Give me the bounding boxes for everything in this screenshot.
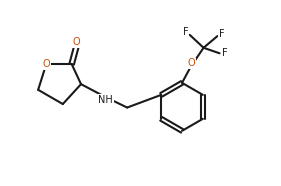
Text: NH: NH — [98, 95, 113, 105]
Text: O: O — [73, 37, 80, 47]
Text: F: F — [219, 29, 224, 39]
Text: O: O — [42, 59, 50, 69]
Text: F: F — [222, 48, 227, 58]
Text: O: O — [187, 58, 195, 68]
Text: F: F — [183, 27, 189, 37]
